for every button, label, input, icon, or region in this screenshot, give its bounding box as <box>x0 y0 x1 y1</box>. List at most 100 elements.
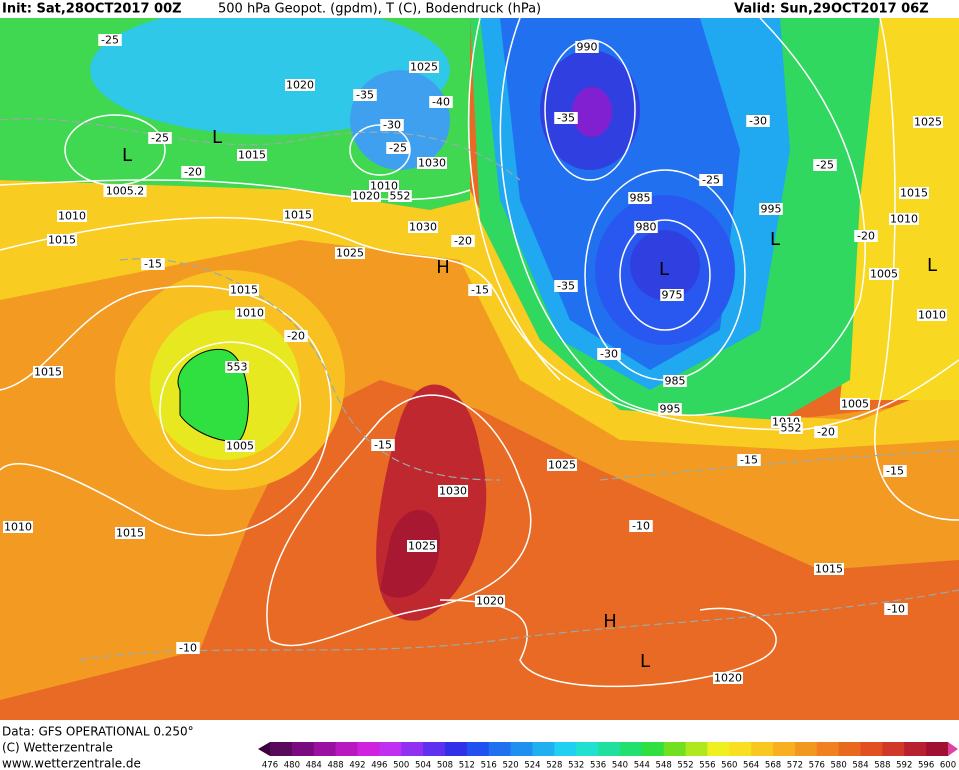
colorbar-swatch <box>357 742 380 756</box>
colorbar-swatch <box>926 742 949 756</box>
pressure-center: L <box>659 259 669 280</box>
map-label: 552 <box>390 190 411 203</box>
colorbar-swatch <box>554 742 577 756</box>
colorbar-swatch <box>729 742 752 756</box>
map-label: -10 <box>887 603 905 616</box>
map-label: 995 <box>761 203 782 216</box>
label-box <box>98 34 122 46</box>
label-box <box>854 230 878 242</box>
map-label: 1020 <box>286 79 314 92</box>
colorbar-tick-label: 484 <box>306 761 322 770</box>
map-label: -10 <box>179 642 197 655</box>
colorbar-tick-label: 548 <box>656 761 672 770</box>
label-box <box>814 563 844 575</box>
label-box <box>429 96 453 108</box>
colorbar-tick-label: 592 <box>896 761 912 770</box>
label-box <box>409 61 439 73</box>
map-label: 1030 <box>418 157 446 170</box>
colorbar-swatch <box>794 742 818 756</box>
map-label: -30 <box>749 115 767 128</box>
colorbar-swatch <box>532 742 555 756</box>
map-label: 1025 <box>914 116 942 129</box>
label-box <box>369 180 399 192</box>
map-label: -15 <box>471 284 489 297</box>
label-box <box>181 166 205 178</box>
label-box <box>468 284 492 296</box>
map-label: 1015 <box>230 284 258 297</box>
pressure-center: L <box>770 229 780 250</box>
colorbar-tick-label: 596 <box>918 761 934 770</box>
colorbar-swatch <box>838 742 862 756</box>
colorbar-tick-label: 512 <box>459 761 475 770</box>
label-box <box>283 209 313 221</box>
colorbar-swatch <box>510 742 533 756</box>
colorbar-tick-label: 564 <box>743 761 759 770</box>
pressure-center: L <box>212 127 222 148</box>
map-label: 985 <box>630 192 651 205</box>
label-box <box>814 426 838 438</box>
map-label: 1025 <box>548 459 576 472</box>
label-box <box>371 439 395 451</box>
map-label: 995 <box>660 403 681 416</box>
pressure-center: H <box>603 611 617 632</box>
map-label: -20 <box>857 230 875 243</box>
label-box <box>229 284 259 296</box>
label-box <box>438 485 468 497</box>
colorbar-tick-label: 520 <box>502 761 518 770</box>
colorbar-tick-label: 532 <box>568 761 584 770</box>
map-label: -20 <box>184 166 202 179</box>
label-box <box>388 190 412 202</box>
label-box <box>663 375 687 387</box>
colorbar-tick-label: 584 <box>852 761 868 770</box>
map-label: -25 <box>702 174 720 187</box>
colorbar-tick-label: 504 <box>415 761 431 770</box>
label-box <box>380 119 404 131</box>
colorbar-swatch <box>707 742 730 756</box>
map-label: -10 <box>632 520 650 533</box>
colorbar-tick-label: 516 <box>481 761 497 770</box>
colorbar-tick-label: 576 <box>809 761 825 770</box>
label-box <box>141 258 165 270</box>
map-label: 1010 <box>58 210 86 223</box>
colorbar-tick-label: 540 <box>612 761 628 770</box>
colorbar-swatch <box>576 742 599 756</box>
map-label: 980 <box>636 221 657 234</box>
colorbar-swatch <box>663 742 687 756</box>
colorbar-swatch <box>335 742 358 756</box>
map-label: -25 <box>101 34 119 47</box>
label-box <box>225 361 249 373</box>
map-label: -20 <box>454 235 472 248</box>
colorbar-tick-label: 492 <box>349 761 365 770</box>
map-label: 1010 <box>918 309 946 322</box>
label-box <box>554 280 578 292</box>
map-label: 1030 <box>439 485 467 498</box>
label-box <box>597 348 621 360</box>
colorbar-swatch <box>444 742 468 756</box>
colorbar-tick-label: 500 <box>393 761 409 770</box>
pressure-center: L <box>122 145 132 166</box>
colorbar-tick-label: 508 <box>437 761 453 770</box>
colorbar-swatch <box>751 742 774 756</box>
map-label: 1020 <box>714 672 742 685</box>
map-label: -25 <box>151 132 169 145</box>
colorbar-swatch <box>488 742 512 756</box>
pressure-center: L <box>640 651 650 672</box>
label-box <box>417 157 447 169</box>
colorbar-tick-label: 560 <box>721 761 737 770</box>
map-label: -25 <box>389 142 407 155</box>
label-box <box>547 459 577 471</box>
label-box <box>628 192 652 204</box>
map-label: 975 <box>662 289 683 302</box>
colorbar-swatch <box>313 742 337 756</box>
map-label: 552 <box>781 422 802 435</box>
map-label: -15 <box>374 439 392 452</box>
map-label: -35 <box>557 112 575 125</box>
label-box <box>889 213 919 225</box>
label-box <box>779 422 803 434</box>
colorbar-swatch <box>466 742 490 756</box>
map-label: 1015 <box>284 209 312 222</box>
label-box <box>883 465 907 477</box>
map-label: -30 <box>600 348 618 361</box>
